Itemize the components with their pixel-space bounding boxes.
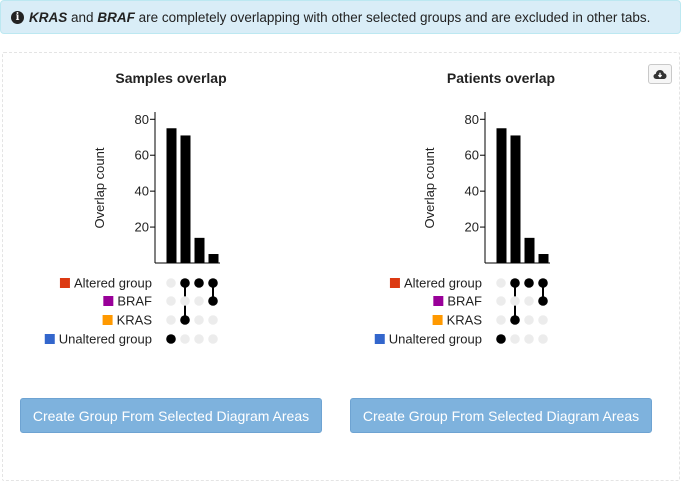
y-tick-label: 40 xyxy=(135,184,149,199)
combination-dot-inactive[interactable] xyxy=(524,296,534,306)
group-color-swatch xyxy=(433,296,444,306)
group-label: Unaltered group xyxy=(389,332,482,347)
combination-dot-inactive[interactable] xyxy=(166,278,176,288)
overlap-bar[interactable] xyxy=(208,254,219,263)
y-tick-label: 60 xyxy=(135,148,149,163)
combination-dot-active[interactable] xyxy=(208,296,218,306)
combination-dot-inactive[interactable] xyxy=(166,315,176,325)
combination-dot-active[interactable] xyxy=(208,278,218,288)
overlap-bar[interactable] xyxy=(194,237,205,263)
combination-dot-inactive[interactable] xyxy=(538,315,548,325)
overlap-bar[interactable] xyxy=(180,135,191,263)
combination-dot-inactive[interactable] xyxy=(166,296,176,306)
combination-dot-inactive[interactable] xyxy=(496,278,506,288)
group-color-swatch xyxy=(389,278,400,288)
combination-dot-inactive[interactable] xyxy=(180,334,190,344)
combination-dot-active[interactable] xyxy=(194,278,204,288)
combination-dot-active[interactable] xyxy=(166,334,176,344)
patients-overlap-chart: 20 40 60 80 Overlap count Altered group BRAF KR… xyxy=(374,112,550,347)
samples-overlap-title: Samples overlap xyxy=(115,70,227,86)
info-alert: i KRAS and BRAF are completely overlappi… xyxy=(0,0,681,34)
info-icon: i xyxy=(11,10,24,24)
combination-dot-active[interactable] xyxy=(524,278,534,288)
combination-dot-inactive[interactable] xyxy=(194,334,204,344)
y-tick-label: 20 xyxy=(465,220,479,235)
combination-dot-active[interactable] xyxy=(180,278,190,288)
combination-dot-inactive[interactable] xyxy=(208,334,218,344)
combination-dot-active[interactable] xyxy=(510,315,520,325)
y-axis-label: Overlap count xyxy=(92,147,107,228)
group-label: KRAS xyxy=(117,313,153,328)
combination-dot-inactive[interactable] xyxy=(496,315,506,325)
alert-group-1: KRAS xyxy=(29,9,68,25)
combination-dot-inactive[interactable] xyxy=(208,315,218,325)
overlap-bar[interactable] xyxy=(538,254,549,263)
cloud-download-icon xyxy=(653,69,667,79)
group-label: BRAF xyxy=(447,294,482,309)
combination-dot-inactive[interactable] xyxy=(510,296,520,306)
alert-group-2: BRAF xyxy=(97,9,135,25)
group-label: Unaltered group xyxy=(59,332,152,347)
y-tick-label: 80 xyxy=(465,112,479,127)
combination-dot-inactive[interactable] xyxy=(194,296,204,306)
combination-dot-inactive[interactable] xyxy=(180,296,190,306)
combination-dot-active[interactable] xyxy=(510,278,520,288)
combination-dot-active[interactable] xyxy=(538,278,548,288)
combination-dot-active[interactable] xyxy=(496,334,506,344)
overlap-bar[interactable] xyxy=(524,237,535,263)
y-axis-label: Overlap count xyxy=(422,147,437,228)
combination-dot-inactive[interactable] xyxy=(510,334,520,344)
combination-dot-active[interactable] xyxy=(180,315,190,325)
group-label: Altered group xyxy=(404,276,482,291)
overlap-bar[interactable] xyxy=(510,135,521,263)
y-tick-label: 60 xyxy=(465,148,479,163)
download-button[interactable] xyxy=(648,64,672,84)
combination-dot-inactive[interactable] xyxy=(496,296,506,306)
overlap-panel xyxy=(2,52,680,481)
group-color-swatch xyxy=(432,315,443,325)
create-group-samples-button[interactable]: Create Group From Selected Diagram Areas xyxy=(20,398,322,433)
patients-overlap-title: Patients overlap xyxy=(446,70,556,86)
alert-conjunction: and xyxy=(71,9,94,25)
y-tick-label: 20 xyxy=(135,220,149,235)
overlap-bar[interactable] xyxy=(166,128,177,263)
combination-dot-inactive[interactable] xyxy=(524,315,534,325)
y-tick-label: 40 xyxy=(465,184,479,199)
samples-overlap-chart: 20 40 60 80 Overlap count Altered group BRAF KR… xyxy=(44,112,220,347)
y-tick-label: 80 xyxy=(135,112,149,127)
combination-dot-inactive[interactable] xyxy=(538,334,548,344)
group-label: KRAS xyxy=(447,313,483,328)
overlap-bar[interactable] xyxy=(496,128,507,263)
group-color-swatch xyxy=(103,296,114,306)
group-color-swatch xyxy=(59,278,70,288)
group-label: BRAF xyxy=(117,294,152,309)
group-color-swatch xyxy=(374,334,385,344)
combination-dot-inactive[interactable] xyxy=(524,334,534,344)
combination-dot-inactive[interactable] xyxy=(194,315,204,325)
combination-dot-active[interactable] xyxy=(538,296,548,306)
create-group-patients-button[interactable]: Create Group From Selected Diagram Areas xyxy=(350,398,652,433)
group-color-swatch xyxy=(44,334,55,344)
group-label: Altered group xyxy=(74,276,152,291)
alert-message: are completely overlapping with other se… xyxy=(138,9,651,25)
group-color-swatch xyxy=(102,315,113,325)
